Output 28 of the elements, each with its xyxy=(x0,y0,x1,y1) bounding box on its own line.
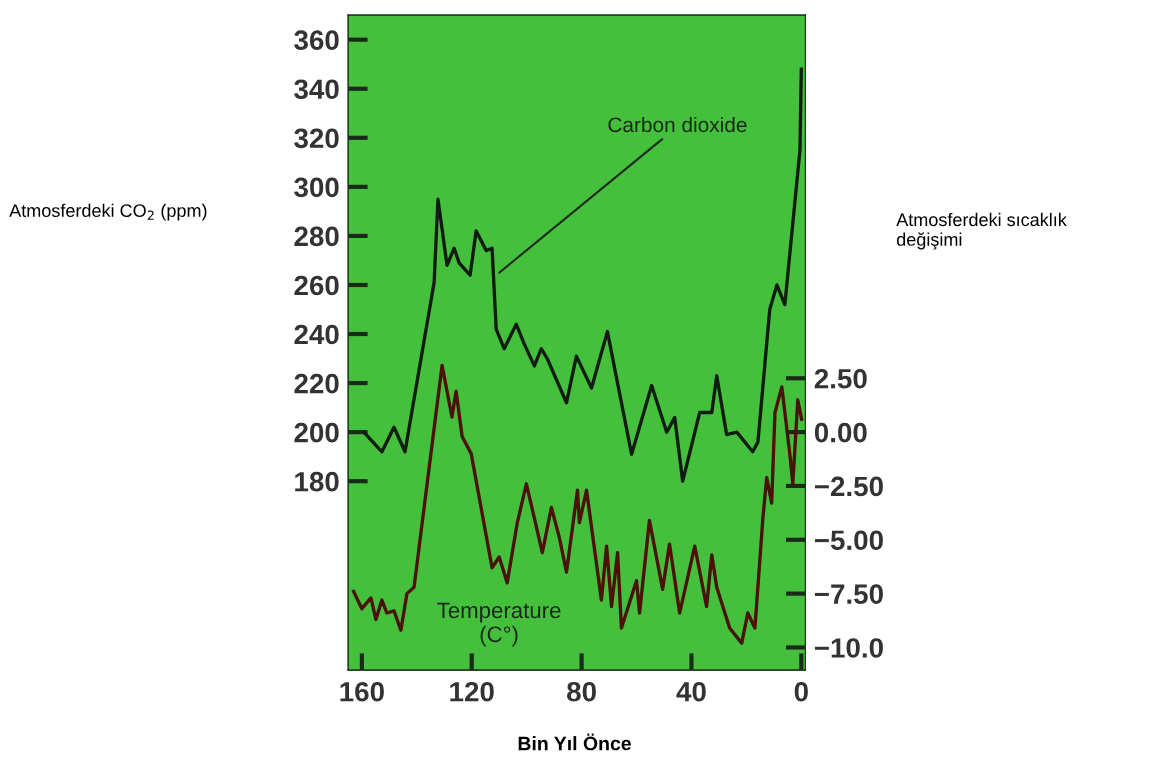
x-tick-label: 40 xyxy=(676,681,706,702)
y2-tick-label: −10.0 xyxy=(814,638,883,658)
y-tick-label: 200 xyxy=(294,422,339,443)
line-series xyxy=(362,67,803,483)
y-tick-label: 340 xyxy=(294,79,339,100)
y-tick-label: 360 xyxy=(294,30,339,51)
annotation: Carbon dioxide xyxy=(608,116,747,133)
x-axis-title: Bin Yıl Önce xyxy=(518,733,631,751)
y-tick-label: 280 xyxy=(294,226,339,247)
y2-tick-label: −2.50 xyxy=(814,476,883,497)
annotation: Temperature (C°) xyxy=(437,602,561,647)
y2-axis-title: Atmosferdeki sıcaklık değişimi xyxy=(896,212,1067,250)
y-tick-label: 320 xyxy=(294,128,339,149)
x-tick-label: 160 xyxy=(340,681,384,702)
x-tick-label: 80 xyxy=(567,681,596,702)
y2-tick-label: 0.00 xyxy=(814,422,867,443)
x-tick-label: 120 xyxy=(450,681,494,702)
y-axis-title: Atmosferdeki CO$_{2}$ (ppm) xyxy=(9,203,207,221)
y-tick-label: 180 xyxy=(295,471,339,492)
y2-tick-label: −7.50 xyxy=(814,584,883,604)
y-tick-label: 240 xyxy=(294,324,339,345)
y2-tick-label: −5.00 xyxy=(814,530,883,551)
line-series xyxy=(351,363,804,645)
y-tick-label: 220 xyxy=(294,373,339,394)
y2-tick-label: 2.50 xyxy=(814,368,867,389)
x-tick-label: 0 xyxy=(794,681,808,702)
y-tick-label: 300 xyxy=(294,177,339,198)
y-tick-label: 260 xyxy=(294,275,339,296)
